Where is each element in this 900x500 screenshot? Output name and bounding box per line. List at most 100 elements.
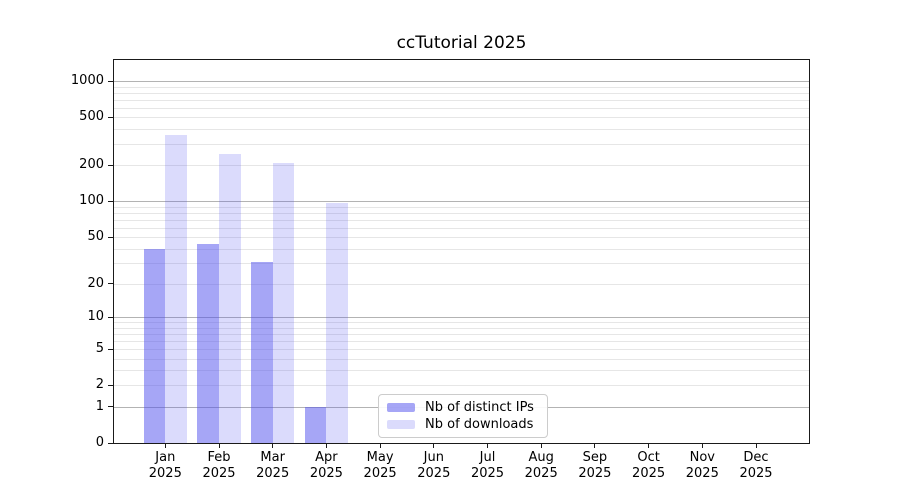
x-tick-label: Nov 2025 bbox=[670, 450, 734, 482]
y-tick-mark bbox=[108, 80, 113, 82]
bar-distinct-ips bbox=[197, 243, 219, 443]
y-tick-mark bbox=[108, 236, 113, 238]
x-tick-label: May 2025 bbox=[348, 450, 412, 482]
x-tick-month: Oct bbox=[637, 450, 660, 465]
x-tick-mark bbox=[379, 444, 381, 448]
y-gridline-major bbox=[114, 317, 809, 319]
y-tick-mark bbox=[108, 442, 113, 444]
x-tick-year: 2025 bbox=[202, 466, 236, 481]
x-tick-year: 2025 bbox=[739, 466, 773, 481]
x-tick-year: 2025 bbox=[524, 466, 558, 481]
x-tick-mark bbox=[272, 444, 274, 448]
x-tick-year: 2025 bbox=[417, 466, 451, 481]
x-tick-year: 2025 bbox=[578, 466, 612, 481]
y-gridline-minor bbox=[114, 385, 809, 387]
y-gridline-minor bbox=[114, 212, 809, 214]
legend-label-downloads: Nb of downloads bbox=[425, 417, 534, 432]
legend-label-distinct-ips: Nb of distinct IPs bbox=[425, 400, 534, 415]
y-gridline-minor bbox=[114, 283, 809, 285]
x-tick-year: 2025 bbox=[363, 466, 397, 481]
x-tick-label: Jul 2025 bbox=[456, 450, 520, 482]
x-tick-month: Jul bbox=[479, 450, 496, 465]
y-tick-mark bbox=[108, 316, 113, 318]
x-tick-label: Sep 2025 bbox=[563, 450, 627, 482]
y-tick-label: 0 bbox=[95, 435, 104, 450]
x-tick-month: Feb bbox=[207, 450, 231, 465]
y-gridline-minor bbox=[114, 327, 809, 329]
legend-entry-distinct-ips: Nb of distinct IPs bbox=[387, 400, 539, 415]
y-gridline-major bbox=[114, 201, 809, 203]
bar-distinct-ips bbox=[304, 406, 327, 443]
y-gridline-minor bbox=[114, 99, 809, 101]
x-tick-mark bbox=[701, 444, 703, 448]
x-tick-label: Aug 2025 bbox=[509, 450, 573, 482]
x-tick-label: Jun 2025 bbox=[402, 450, 466, 482]
y-gridline-minor bbox=[114, 107, 809, 109]
y-gridline-minor bbox=[114, 237, 809, 239]
y-gridline-minor bbox=[114, 165, 809, 167]
y-gridline-minor bbox=[114, 144, 809, 146]
y-tick-label: 500 bbox=[79, 109, 104, 125]
x-tick-year: 2025 bbox=[148, 466, 182, 481]
y-gridline-minor bbox=[114, 358, 809, 360]
y-tick-label: 100 bbox=[79, 193, 104, 209]
x-tick-month: Jan bbox=[155, 450, 176, 465]
y-gridline-minor bbox=[114, 349, 809, 351]
x-tick-mark bbox=[218, 444, 220, 448]
x-tick-year: 2025 bbox=[309, 466, 343, 481]
x-tick-mark bbox=[648, 444, 650, 448]
y-gridline-minor bbox=[114, 341, 809, 343]
x-tick-label: Jan 2025 bbox=[133, 450, 197, 482]
x-tick-mark bbox=[594, 444, 596, 448]
chart-title: ccTutorial 2025 bbox=[396, 33, 527, 53]
y-gridline-major bbox=[114, 81, 809, 83]
x-tick-month: Sep bbox=[582, 450, 608, 465]
x-tick-month: Dec bbox=[743, 450, 769, 465]
x-tick-month: Aug bbox=[528, 450, 554, 465]
y-gridline-minor bbox=[114, 322, 809, 324]
y-tick-mark bbox=[108, 283, 113, 285]
y-tick-mark bbox=[108, 384, 113, 386]
x-tick-month: Nov bbox=[689, 450, 715, 465]
y-tick-label: 5 bbox=[95, 341, 104, 357]
x-tick-label: Apr 2025 bbox=[294, 450, 358, 482]
y-gridline-minor bbox=[114, 86, 809, 88]
x-tick-year: 2025 bbox=[256, 466, 290, 481]
legend-swatch-distinct-ips bbox=[387, 403, 415, 412]
y-gridline-minor bbox=[114, 370, 809, 372]
bar-downloads bbox=[219, 153, 241, 443]
legend-entry-downloads: Nb of downloads bbox=[387, 417, 539, 432]
bar-downloads bbox=[272, 162, 295, 443]
bar-distinct-ips bbox=[250, 261, 273, 443]
y-tick-mark bbox=[108, 116, 113, 118]
x-tick-label: Dec 2025 bbox=[724, 450, 788, 482]
y-tick-mark bbox=[108, 164, 113, 166]
y-tick-label: 2 bbox=[95, 377, 104, 393]
x-tick-mark bbox=[164, 444, 166, 448]
bar-distinct-ips bbox=[143, 248, 166, 443]
y-tick-label: 1 bbox=[95, 398, 104, 414]
x-tick-mark bbox=[325, 444, 327, 448]
y-gridline-minor bbox=[114, 219, 809, 221]
plot-area bbox=[113, 59, 810, 444]
y-tick-label: 50 bbox=[87, 229, 104, 245]
y-tick-mark bbox=[108, 406, 113, 408]
y-tick-label: 200 bbox=[79, 157, 104, 173]
y-gridline-minor bbox=[114, 206, 809, 208]
y-gridline-minor bbox=[114, 248, 809, 250]
x-tick-label: Feb 2025 bbox=[187, 450, 251, 482]
x-tick-label: Oct 2025 bbox=[617, 450, 681, 482]
y-gridline-minor bbox=[114, 117, 809, 119]
y-tick-label: 1000 bbox=[70, 73, 104, 89]
legend-swatch-downloads bbox=[387, 420, 415, 429]
x-tick-mark bbox=[755, 444, 757, 448]
x-tick-mark bbox=[433, 444, 435, 448]
x-tick-mark bbox=[487, 444, 488, 448]
x-tick-month: May bbox=[366, 450, 394, 465]
x-tick-month: Mar bbox=[260, 450, 285, 465]
y-tick-label: 10 bbox=[87, 309, 104, 325]
y-tick-mark bbox=[108, 200, 113, 202]
x-tick-year: 2025 bbox=[632, 466, 666, 481]
x-tick-year: 2025 bbox=[685, 466, 719, 481]
